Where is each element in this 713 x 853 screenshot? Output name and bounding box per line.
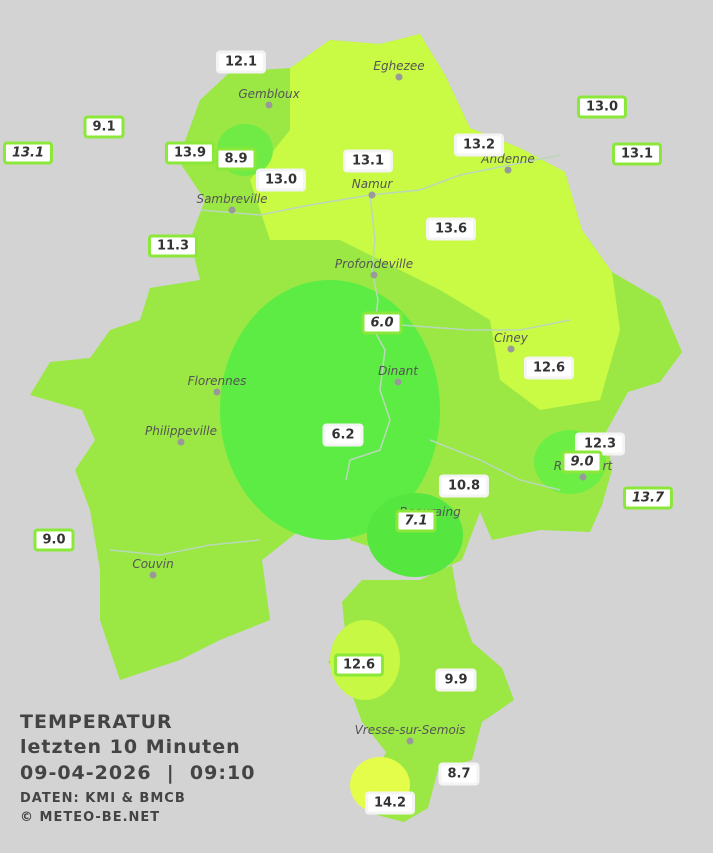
town-dot [394, 378, 402, 386]
river [109, 154, 571, 556]
source: DATEN: KMI & BMCB [20, 791, 186, 806]
station-label: 10.8 [438, 474, 490, 498]
datetime: 09-04-2026 | 09:10 [20, 762, 256, 784]
town-dot [177, 438, 185, 446]
town-label: Dinant [378, 364, 418, 378]
town-label: Florennes [187, 374, 247, 388]
town-label: Ciney [494, 331, 528, 345]
station-label: 13.2 [453, 133, 505, 157]
town-label: Eghezee [373, 59, 425, 73]
station-label: 8.7 [438, 762, 480, 786]
station-label: 9.0 [33, 528, 75, 552]
station-label: 12.1 [215, 50, 267, 74]
station-label: 9.1 [83, 115, 125, 139]
copyright: © METEO-BE.NET [20, 810, 161, 825]
station-label: 9.9 [435, 668, 477, 692]
town-dot [406, 737, 414, 745]
town-dot [507, 345, 515, 353]
station-label: 12.6 [333, 653, 385, 677]
town-label: Couvin [132, 557, 174, 571]
town-dot [395, 73, 403, 81]
town-dot [265, 101, 273, 109]
station-label: 12.6 [523, 356, 575, 380]
town-dot [579, 473, 587, 481]
town-dot [213, 388, 221, 396]
station-label: 13.0 [576, 95, 628, 119]
town-dot [504, 166, 512, 174]
town-label: Gembloux [238, 87, 300, 101]
station-label: 13.7 [622, 486, 674, 510]
station-label: 6.2 [322, 423, 364, 447]
station-label: 8.9 [215, 147, 257, 171]
cool-zone [220, 280, 440, 540]
station-label: 13.0 [255, 168, 307, 192]
town-label: Profondeville [334, 257, 414, 271]
station-label: 13.1 [2, 141, 54, 165]
station-label: 11.3 [147, 234, 199, 258]
station-label: 13.1 [611, 142, 663, 166]
town-label: Vresse-sur-Semois [354, 723, 466, 737]
town-dot [370, 271, 378, 279]
town-label: Sambreville [196, 192, 268, 206]
station-label: 6.0 [361, 311, 403, 335]
cool-zone [367, 493, 463, 577]
subtitle: letzten 10 Minuten [20, 736, 241, 758]
town-label: Philippeville [145, 424, 217, 438]
title: TEMPERATUR [20, 711, 173, 733]
station-label: 13.9 [164, 141, 216, 165]
station-label: 14.2 [364, 791, 416, 815]
station-label: 7.1 [395, 509, 437, 533]
town-dot [149, 571, 157, 579]
station-label: 13.1 [342, 149, 394, 173]
town-dot [368, 191, 376, 199]
town-dot [228, 206, 236, 214]
station-label: 9.0 [561, 450, 603, 474]
town-label: Namur [351, 177, 393, 191]
station-label: 13.6 [425, 217, 477, 241]
